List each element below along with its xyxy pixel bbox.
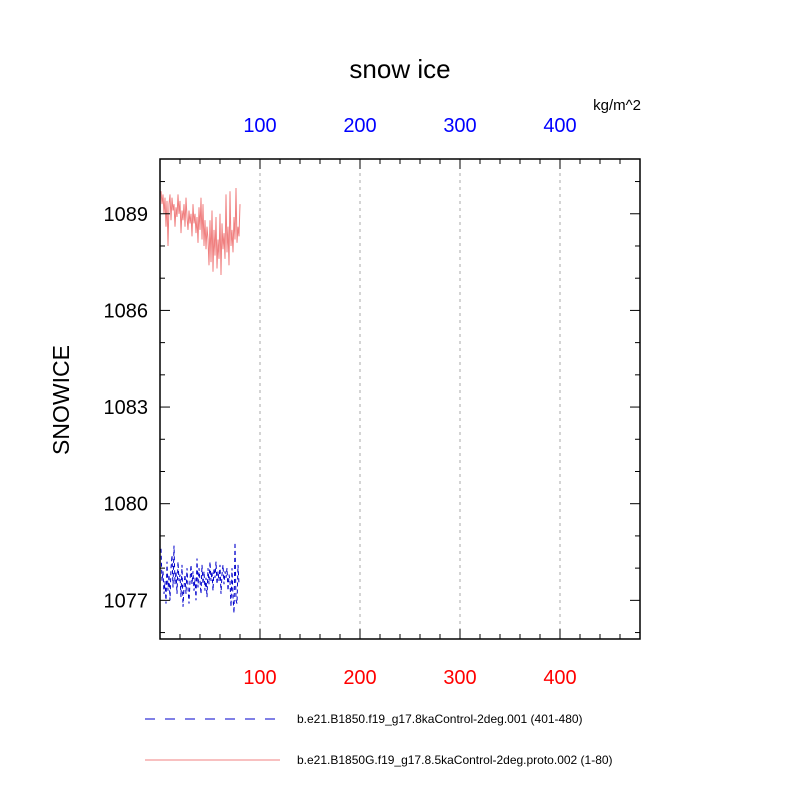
y-tick-label-1077: 1077	[104, 590, 149, 612]
series-line-2	[160, 187, 241, 276]
y-axis-label: SNOWICE	[48, 345, 74, 455]
x-tick-label-bottom-300: 300	[443, 667, 476, 689]
y-tick-label-1089: 1089	[104, 204, 149, 226]
x-tick-label-bottom-200: 200	[343, 667, 376, 689]
x-tick-label-bottom-400: 400	[543, 667, 576, 689]
plot-frame	[159, 158, 641, 640]
y-tick-label-1086: 1086	[104, 300, 149, 322]
legend-label-series-2: b.e21.B1850G.f19_g17.8.5kaControl-2deg.p…	[297, 753, 613, 767]
series-line-1	[160, 542, 240, 614]
x-tick-label-top-400: 400	[543, 115, 576, 137]
tick-labels: 1077 1080 1083 1086 1089 100 200 300 400 100 200 30…	[104, 115, 577, 689]
grid	[259, 159, 561, 639]
series-layer	[160, 187, 241, 614]
x-tick-label-top-300: 300	[443, 115, 476, 137]
legend-label-series-1: b.e21.B1850.f19_g17.8kaControl-2deg.001 …	[297, 712, 583, 726]
legend: b.e21.B1850.f19_g17.8kaControl-2deg.001 …	[145, 712, 613, 767]
x-tick-label-bottom-100: 100	[243, 667, 276, 689]
x-tick-label-top-200: 200	[343, 115, 376, 137]
chart-title: snow ice	[349, 54, 450, 84]
ticks	[160, 159, 640, 639]
units-label: kg/m^2	[593, 97, 641, 114]
y-tick-label-1080: 1080	[104, 494, 149, 516]
y-tick-label-1083: 1083	[104, 397, 149, 419]
x-tick-label-top-100: 100	[243, 115, 276, 137]
